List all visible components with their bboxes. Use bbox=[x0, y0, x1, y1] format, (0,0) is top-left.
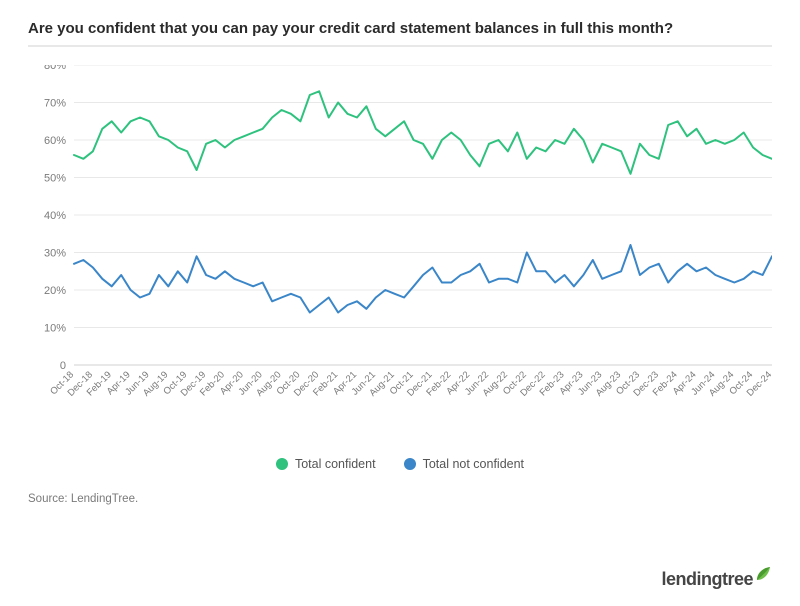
legend: Total confident Total not confident bbox=[28, 457, 772, 471]
legend-label-not-confident: Total not confident bbox=[423, 457, 524, 471]
legend-dot-confident bbox=[276, 458, 288, 470]
svg-text:70%: 70% bbox=[44, 98, 66, 110]
svg-text:80%: 80% bbox=[44, 65, 66, 72]
title-divider bbox=[28, 45, 772, 47]
legend-dot-not-confident bbox=[404, 458, 416, 470]
chart-card: Are you confident that you can pay your … bbox=[0, 0, 800, 606]
svg-text:50%: 50% bbox=[44, 173, 66, 185]
brand-text: lendingtree bbox=[661, 569, 753, 590]
legend-label-confident: Total confident bbox=[295, 457, 376, 471]
svg-text:60%: 60% bbox=[44, 135, 66, 147]
svg-text:0: 0 bbox=[60, 360, 66, 372]
source-text: Source: LendingTree. bbox=[28, 493, 772, 505]
leaf-icon bbox=[754, 565, 772, 588]
svg-text:30%: 30% bbox=[44, 248, 66, 260]
svg-text:40%: 40% bbox=[44, 210, 66, 222]
svg-text:10%: 10% bbox=[44, 323, 66, 335]
line-chart-svg: 010%20%30%40%50%60%70%80%Oct-18Dec-18Feb… bbox=[28, 65, 772, 453]
legend-item-confident: Total confident bbox=[276, 457, 376, 471]
svg-text:20%: 20% bbox=[44, 285, 66, 297]
chart-title: Are you confident that you can pay your … bbox=[28, 20, 772, 37]
chart-area: 010%20%30%40%50%60%70%80%Oct-18Dec-18Feb… bbox=[28, 65, 772, 405]
legend-item-not-confident: Total not confident bbox=[404, 457, 524, 471]
brand-logo: lendingtree bbox=[661, 567, 772, 590]
